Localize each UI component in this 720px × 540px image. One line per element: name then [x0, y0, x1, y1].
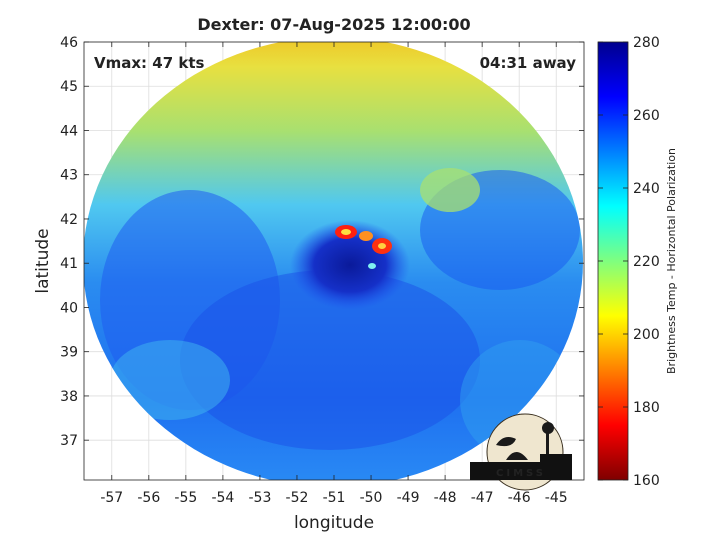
colorbar-tick-label: 160	[633, 473, 660, 489]
warm-patch-sw	[110, 340, 230, 420]
x-tick-label: -54	[211, 490, 234, 506]
y-axis-label: latitude	[33, 228, 53, 293]
y-axis-ticks: 37 38 39 40 41 42 43 44 45 46	[60, 35, 584, 449]
y-tick-label: 37	[60, 433, 78, 449]
convection-4	[368, 263, 376, 269]
x-tick-label: -48	[434, 490, 457, 506]
logo-dish-icon	[496, 437, 516, 447]
y-tick-label: 40	[60, 300, 78, 316]
x-tick-label: -45	[545, 490, 568, 506]
x-tick-label: -46	[508, 490, 531, 506]
x-tick-label: -55	[174, 490, 197, 506]
x-tick-label: -51	[323, 490, 346, 506]
convection-2-core	[378, 243, 386, 249]
colorbar-tick-label: 240	[633, 181, 660, 197]
logo-tower-ball-icon	[542, 422, 554, 434]
x-axis-ticks: -57 -56 -55 -54 -53 -52 -51 -50 -49 -48 -47 -46 -45	[100, 42, 568, 506]
colorbar-tick-label: 200	[633, 327, 660, 343]
x-tick-label: -47	[471, 490, 494, 506]
y-tick-label: 44	[60, 123, 78, 139]
colorbar-tick-label: 180	[633, 400, 660, 416]
y-tick-label: 42	[60, 212, 78, 228]
x-tick-label: -57	[100, 490, 123, 506]
cold-band-south	[180, 270, 480, 450]
y-tick-label: 38	[60, 389, 78, 405]
x-tick-label: -52	[286, 490, 309, 506]
colorbar-tick-label: 280	[633, 35, 660, 51]
logo-dome-icon	[506, 452, 528, 460]
logo-building-icon	[470, 454, 572, 480]
colorbar-ticks: 160 180 200 220 240 260 280	[598, 35, 660, 489]
cimss-logo: CIMSS	[470, 413, 572, 491]
y-tick-label: 41	[60, 256, 78, 272]
colorbar-label: Brightness Temp - Horizontal Polarizatio…	[665, 148, 678, 374]
convection-3	[359, 231, 373, 241]
colorbar-tick-label: 220	[633, 254, 660, 270]
y-tick-label: 43	[60, 168, 78, 184]
x-tick-label: -49	[397, 490, 420, 506]
chart-title: Dexter: 07-Aug-2025 12:00:00	[197, 15, 470, 34]
warm-patch-east	[420, 168, 480, 212]
y-tick-label: 39	[60, 345, 78, 361]
colorbar-tick-label: 260	[633, 108, 660, 124]
x-axis-label: longitude	[294, 513, 374, 533]
logo-tower-icon	[546, 432, 549, 466]
x-tick-label: -50	[360, 490, 383, 506]
logo-text: CIMSS	[496, 468, 546, 479]
vmax-annotation: Vmax: 47 kts	[94, 54, 204, 72]
convection-1-core	[341, 229, 351, 235]
y-tick-label: 46	[60, 35, 78, 51]
y-tick-label: 45	[60, 79, 78, 95]
time-away-annotation: 04:31 away	[480, 54, 577, 72]
x-tick-label: -56	[137, 490, 160, 506]
x-tick-label: -53	[248, 490, 271, 506]
